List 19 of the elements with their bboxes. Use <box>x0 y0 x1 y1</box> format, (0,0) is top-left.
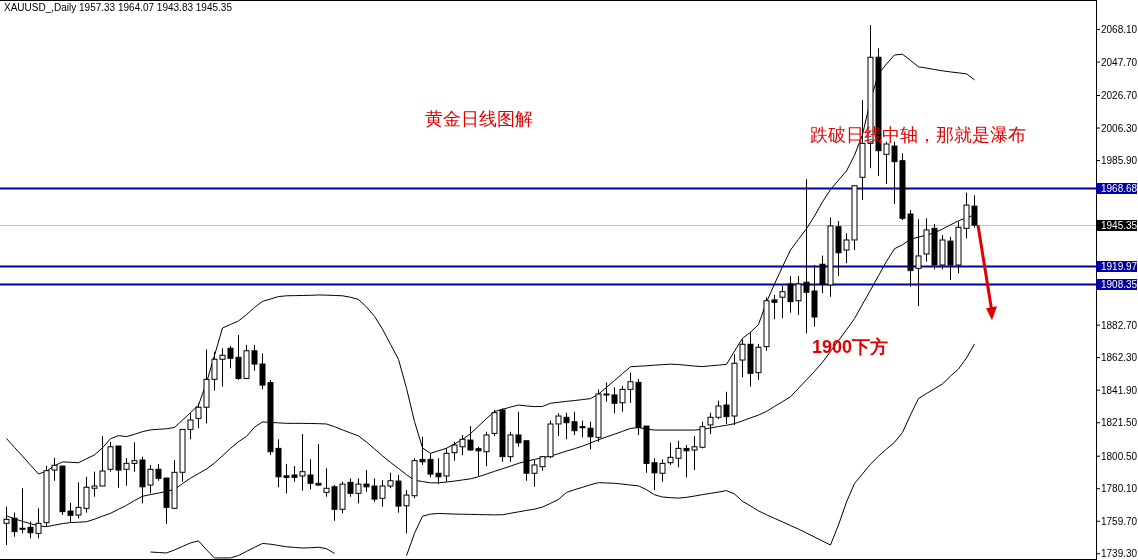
ref-line-label: 1945.35 <box>1101 220 1138 231</box>
y-tick-label: 2026.70 <box>1101 90 1138 102</box>
y-tick-label: 2047.70 <box>1101 56 1138 68</box>
y-tick-label: 1800.50 <box>1101 450 1138 462</box>
y-tick-label: 1821.50 <box>1101 417 1138 429</box>
ref-line-label: 1968.68 <box>1101 183 1138 194</box>
y-tick-label: 1739.30 <box>1101 548 1138 560</box>
ref-line-label: 1919.97 <box>1101 261 1138 272</box>
annotation: XAUUSD_,Daily 1957.33 1964.07 1943.83 1945.35 <box>4 2 233 13</box>
y-tick-label: 2068.10 <box>1101 24 1138 35</box>
ref-line-label: 1908.35 <box>1101 279 1138 290</box>
y-tick-label: 2006.30 <box>1101 122 1138 134</box>
y-tick-label: 1882.70 <box>1101 319 1138 331</box>
y-tick-label: 1862.30 <box>1101 352 1138 364</box>
annotation: 黄金日线图解 <box>425 109 533 129</box>
y-tick-label: 1759.70 <box>1101 515 1138 527</box>
y-tick-label: 1780.10 <box>1101 483 1138 495</box>
y-tick-label: 1985.90 <box>1101 155 1138 167</box>
y-tick-label: 1841.90 <box>1101 384 1138 396</box>
